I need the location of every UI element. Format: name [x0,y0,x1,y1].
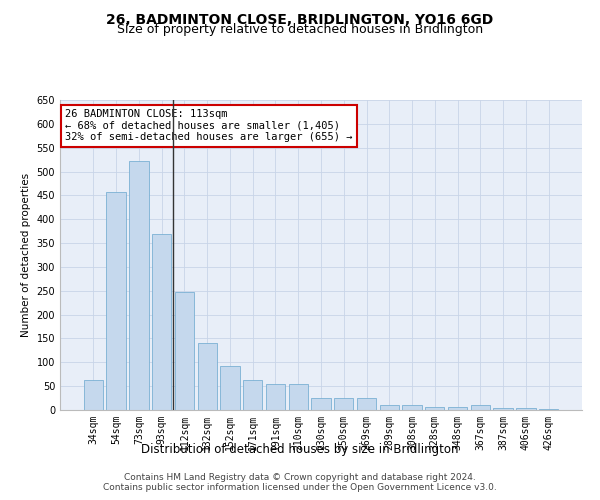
Bar [243,380,262,410]
Text: Contains public sector information licensed under the Open Government Licence v3: Contains public sector information licen… [103,484,497,492]
Bar [470,405,490,410]
Text: Size of property relative to detached houses in Bridlington: Size of property relative to detached ho… [117,22,483,36]
Y-axis label: Number of detached properties: Number of detached properties [21,173,31,337]
Bar [129,161,149,410]
Bar [516,408,536,410]
Bar [334,398,353,410]
Bar [311,398,331,410]
Bar [220,366,239,410]
Bar [84,380,103,410]
Text: 26, BADMINTON CLOSE, BRIDLINGTON, YO16 6GD: 26, BADMINTON CLOSE, BRIDLINGTON, YO16 6… [106,12,494,26]
Text: Contains HM Land Registry data © Crown copyright and database right 2024.: Contains HM Land Registry data © Crown c… [124,472,476,482]
Bar [425,406,445,410]
Bar [152,234,172,410]
Bar [493,408,513,410]
Bar [448,406,467,410]
Bar [106,192,126,410]
Bar [197,343,217,410]
Bar [289,384,308,410]
Bar [266,384,285,410]
Bar [539,408,558,410]
Bar [175,292,194,410]
Bar [357,398,376,410]
Bar [380,405,399,410]
Text: Distribution of detached houses by size in Bridlington: Distribution of detached houses by size … [141,442,459,456]
Text: 26 BADMINTON CLOSE: 113sqm
← 68% of detached houses are smaller (1,405)
32% of s: 26 BADMINTON CLOSE: 113sqm ← 68% of deta… [65,110,353,142]
Bar [403,405,422,410]
